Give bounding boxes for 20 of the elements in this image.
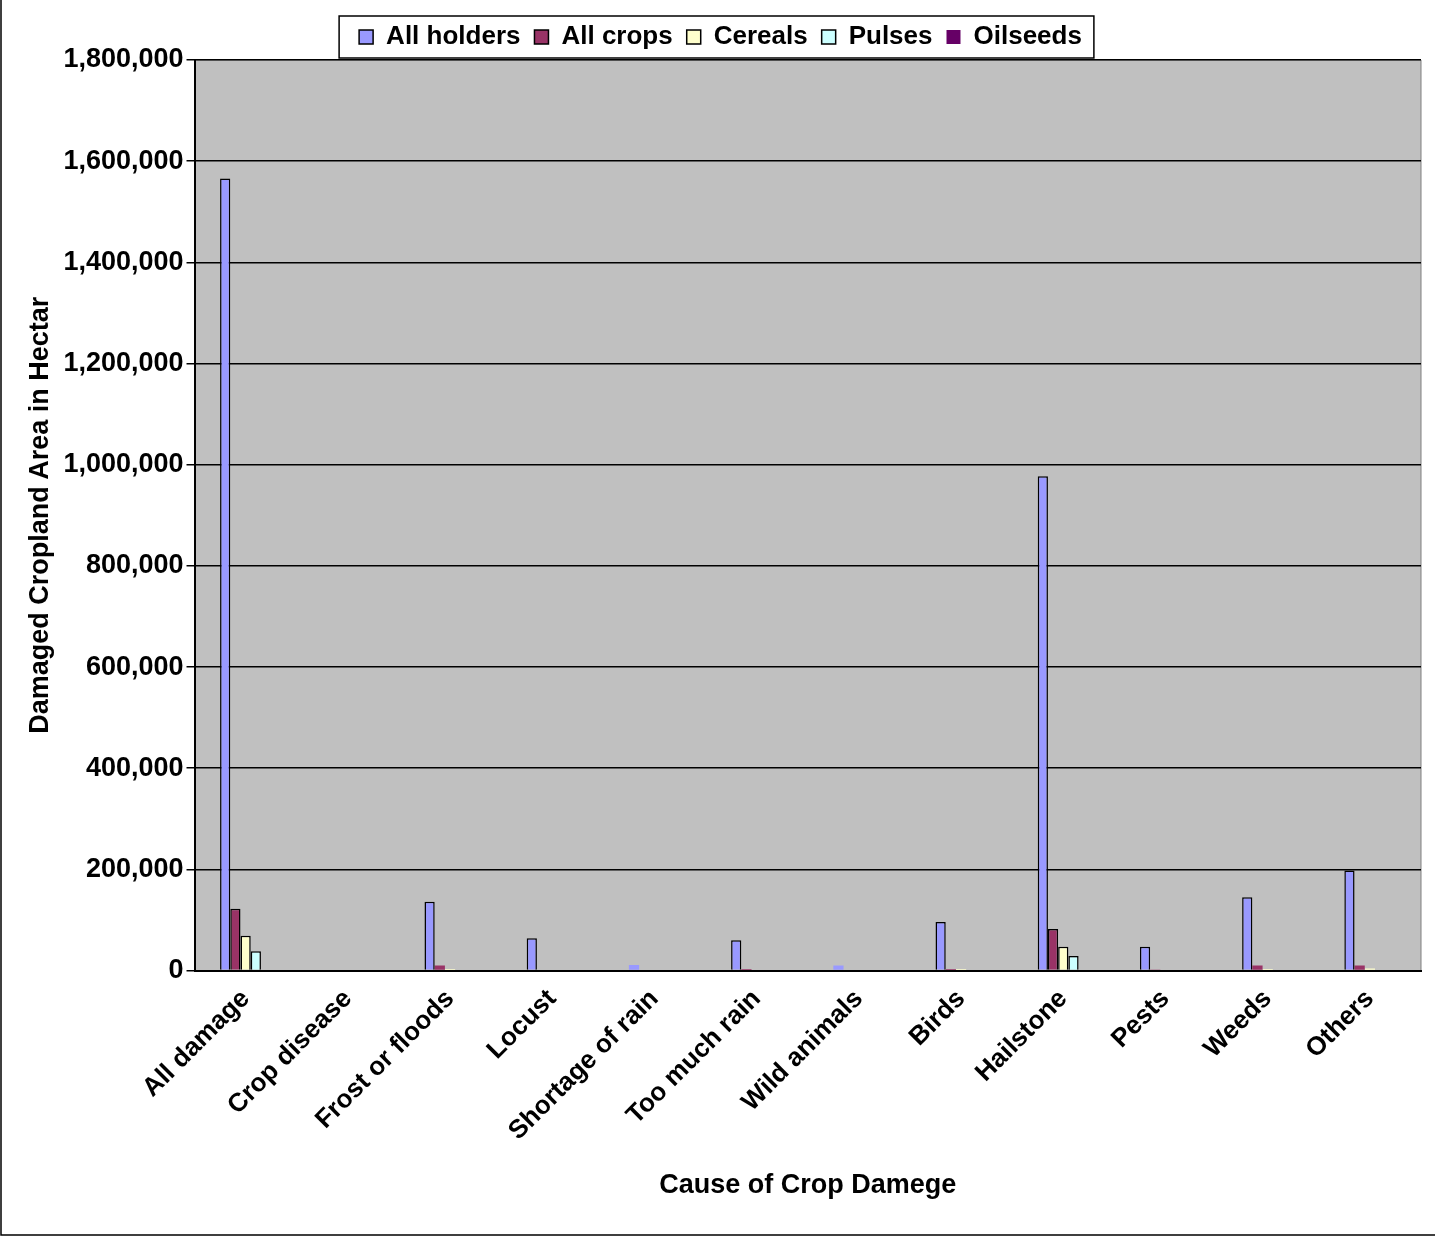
y-tick-label: 400,000 [85,751,184,782]
y-tick-label: 1,800,000 [63,43,184,74]
legend-label: Pulses [848,20,933,51]
y-tick-label: 600,000 [85,650,184,681]
legend-label: Oilseeds [973,20,1082,51]
bar [434,965,445,970]
bar [1252,965,1263,970]
y-tick-label: 1,600,000 [63,144,184,175]
y-tick-label: 1,000,000 [63,448,184,479]
y-axis-title: Damaged Cropland Area in Hectar [23,296,54,734]
legend-label: All crops [561,20,673,51]
y-tick-label: 1,400,000 [63,245,184,276]
legend-label: All holders [386,20,521,51]
y-tick-label: 0 [168,954,184,985]
y-tick-label: 200,000 [85,852,184,883]
bar [1354,965,1365,970]
y-tick-label: 1,200,000 [63,346,184,377]
legend-label: Cereals [713,20,808,51]
y-tick-label: 800,000 [85,549,184,580]
x-axis-title: Cause of Crop Damege [659,1169,957,1200]
